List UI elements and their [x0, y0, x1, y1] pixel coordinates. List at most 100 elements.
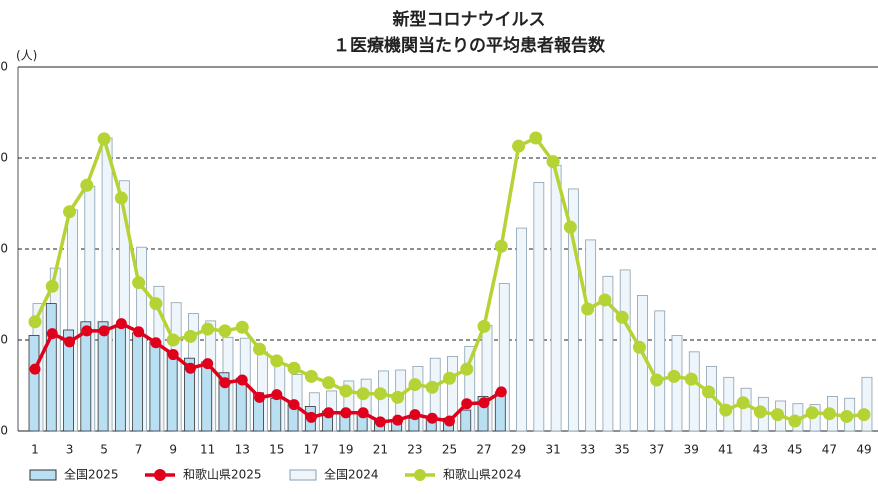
bar: [218, 372, 230, 432]
point: [45, 279, 59, 293]
x-tick-label: 7: [135, 443, 143, 457]
point: [271, 389, 283, 401]
point: [598, 293, 612, 307]
point: [202, 358, 214, 370]
bar: [97, 321, 109, 432]
x-tick-label: 23: [407, 443, 422, 457]
x-tick-label: 37: [649, 443, 664, 457]
point: [167, 349, 179, 361]
bar: [235, 377, 247, 432]
bar: [149, 341, 161, 432]
bar: [494, 391, 506, 432]
legend-swatch: [289, 469, 317, 481]
x-tick-label: 43: [753, 443, 768, 457]
x-tick-label: 11: [200, 443, 215, 457]
point: [133, 326, 145, 338]
point: [442, 371, 456, 385]
x-tick-label: 1: [31, 443, 39, 457]
point: [478, 397, 490, 409]
bar: [28, 335, 40, 432]
point: [461, 398, 473, 410]
point: [409, 409, 421, 421]
x-tick-label: 9: [169, 443, 177, 457]
x-tick-label: 15: [269, 443, 284, 457]
point: [477, 319, 491, 333]
bar: [408, 417, 420, 432]
point: [28, 315, 42, 329]
bar: [45, 303, 57, 432]
x-tick-label: 33: [580, 443, 595, 457]
bar: [671, 335, 683, 432]
y-tick-label: 0: [0, 424, 8, 438]
point: [373, 387, 387, 401]
y-tick-label: 30: [0, 151, 8, 165]
y-tick-label: 10: [0, 333, 8, 347]
point: [426, 412, 438, 424]
point: [771, 408, 785, 422]
bar: [619, 269, 631, 432]
chart-title: 新型コロナウイルス: [393, 9, 546, 30]
point: [650, 373, 664, 387]
point: [667, 369, 681, 383]
point: [356, 387, 370, 401]
x-tick-label: 25: [442, 443, 457, 457]
point: [323, 407, 335, 419]
y-tick-label: 40: [0, 60, 8, 74]
bar: [567, 188, 579, 432]
point: [339, 384, 353, 398]
point: [46, 328, 58, 340]
x-tick-label: 41: [718, 443, 733, 457]
x-tick-label: 17: [304, 443, 319, 457]
bar: [201, 361, 213, 432]
point: [425, 380, 439, 394]
point: [114, 191, 128, 205]
point: [563, 220, 577, 234]
point: [304, 369, 318, 383]
point: [581, 302, 595, 316]
point: [357, 407, 369, 419]
chart-title: １医療機関当たりの平均患者報告数: [333, 35, 606, 56]
point: [857, 408, 871, 422]
x-tick-label: 35: [615, 443, 630, 457]
bar: [132, 332, 144, 432]
point: [150, 337, 162, 349]
point: [270, 354, 284, 368]
point: [149, 297, 163, 311]
point: [529, 131, 543, 145]
bar: [654, 310, 666, 432]
point: [822, 407, 836, 421]
point: [29, 363, 41, 375]
point: [632, 340, 646, 354]
bar: [270, 397, 282, 432]
legend-label: 全国2024: [324, 467, 379, 482]
bar: [114, 326, 126, 432]
point: [183, 329, 197, 343]
point: [254, 391, 266, 403]
line: [33, 321, 503, 424]
point: [288, 399, 300, 411]
point: [443, 415, 455, 427]
point: [788, 414, 802, 428]
point: [719, 403, 733, 417]
legend-swatch: [154, 469, 166, 481]
bar: [80, 321, 92, 432]
legend-label: 和歌山県2025: [183, 467, 262, 482]
point: [805, 406, 819, 420]
bar: [460, 409, 472, 432]
point: [63, 205, 77, 219]
point: [184, 362, 196, 374]
legend-label: 全国2025: [64, 467, 119, 482]
point: [219, 377, 231, 389]
point: [81, 325, 93, 337]
point: [340, 407, 352, 419]
bar: [166, 351, 178, 432]
point: [753, 405, 767, 419]
point: [460, 362, 474, 376]
x-tick-label: 27: [476, 443, 491, 457]
x-tick-label: 3: [66, 443, 74, 457]
point: [64, 336, 76, 348]
x-tick-label: 5: [100, 443, 108, 457]
point: [374, 416, 386, 428]
bar: [550, 164, 562, 432]
